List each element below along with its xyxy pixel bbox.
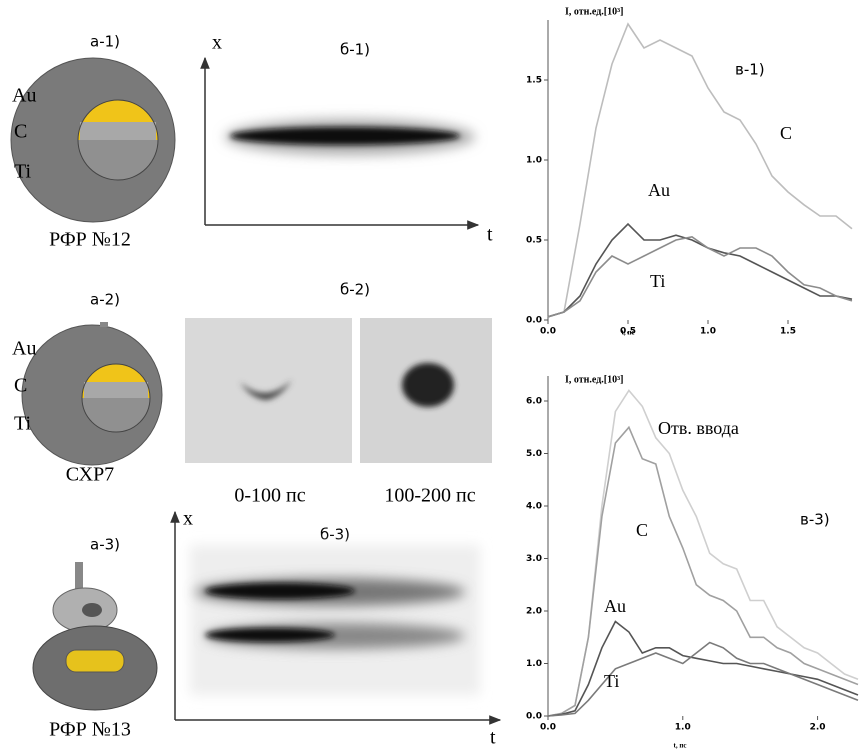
material-label: Au xyxy=(12,338,36,360)
chart-title: I, отн.ед.[10³] xyxy=(565,374,623,385)
y-tick-label: 5.0 xyxy=(526,449,542,459)
series-line xyxy=(547,22,853,318)
ti-layer xyxy=(78,140,158,180)
material-label: Ti xyxy=(14,413,32,435)
x-tick-label: 2.0 xyxy=(810,723,826,733)
caption: РФР №13 xyxy=(49,719,131,741)
x-tick-label: 0.0 xyxy=(540,723,556,733)
streak xyxy=(205,583,355,599)
y-tick-label: 3.0 xyxy=(526,554,542,564)
series-line xyxy=(547,425,859,717)
panel-label: а-3) xyxy=(90,536,120,554)
series-line xyxy=(547,389,859,717)
frame-image xyxy=(185,318,352,463)
y-tick-label: 1.0 xyxy=(526,156,542,166)
caption: СХР7 xyxy=(66,464,114,486)
target-ring xyxy=(81,363,151,433)
panel-label: а-2) xyxy=(90,291,120,309)
x-axis-label: t, пс xyxy=(674,742,687,750)
y-tick-label: 1.0 xyxy=(526,659,542,669)
axis-label: t xyxy=(490,727,496,749)
x-tick-label: 0.0 xyxy=(540,327,556,337)
gold-layer xyxy=(65,649,125,673)
series-line xyxy=(547,222,853,318)
series-label: Ti xyxy=(650,271,665,291)
series-line xyxy=(547,641,859,717)
caption: 100-200 пс xyxy=(384,485,475,507)
emission-spot xyxy=(240,380,292,400)
annotation: в-3) xyxy=(800,511,830,529)
material-label: Au xyxy=(12,85,36,107)
x-tick-label: 1.5 xyxy=(780,327,796,337)
target-ring xyxy=(77,99,159,181)
target-stem xyxy=(75,562,83,592)
y-tick-label: 0.0 xyxy=(526,316,542,326)
streak xyxy=(230,127,460,145)
axis-label: x xyxy=(183,508,193,530)
chart-title: I, отн.ед.[10³] xyxy=(565,6,623,17)
series-label: Ti xyxy=(604,671,619,691)
emission-spot xyxy=(402,363,454,407)
series-label: Au xyxy=(604,596,626,616)
caption: РФР №12 xyxy=(49,229,131,251)
annotation: в-1) xyxy=(735,61,765,79)
y-tick-label: 4.0 xyxy=(526,502,542,512)
ti-layer xyxy=(82,398,150,432)
x-axis-label: t, пс xyxy=(622,329,635,337)
axis-label: t xyxy=(487,224,493,246)
c-layer xyxy=(80,122,156,140)
panel-label: б-3) xyxy=(320,526,350,544)
panel-label: б-2) xyxy=(340,281,370,299)
series-label: Отв. ввода xyxy=(658,418,739,438)
material-label: C xyxy=(14,375,27,397)
caption: 0-100 пс xyxy=(234,485,305,507)
y-tick-label: 0.0 xyxy=(526,712,542,722)
y-tick-label: 0.5 xyxy=(526,236,542,246)
series-line xyxy=(547,620,859,717)
y-tick-label: 6.0 xyxy=(526,397,542,407)
x-tick-label: 0.5 xyxy=(620,327,636,337)
axis-label: x xyxy=(212,32,222,54)
material-label: Ti xyxy=(14,161,32,183)
c-layer xyxy=(84,382,148,398)
panel-label: а-1) xyxy=(90,33,120,51)
series-label: Au xyxy=(648,180,670,200)
streak xyxy=(205,628,335,642)
target-tab xyxy=(100,322,108,327)
target-hole xyxy=(82,603,102,617)
y-tick-label: 2.0 xyxy=(526,607,542,617)
series-line xyxy=(547,235,853,318)
x-tick-label: 1.0 xyxy=(700,327,716,337)
x-tick-label: 1.0 xyxy=(675,723,691,733)
noise-background xyxy=(190,545,480,695)
y-tick-label: 1.5 xyxy=(526,76,542,86)
series-label: C xyxy=(636,520,648,540)
material-label: C xyxy=(14,121,27,143)
panel-label: б-1) xyxy=(340,41,370,59)
series-label: C xyxy=(780,123,792,143)
